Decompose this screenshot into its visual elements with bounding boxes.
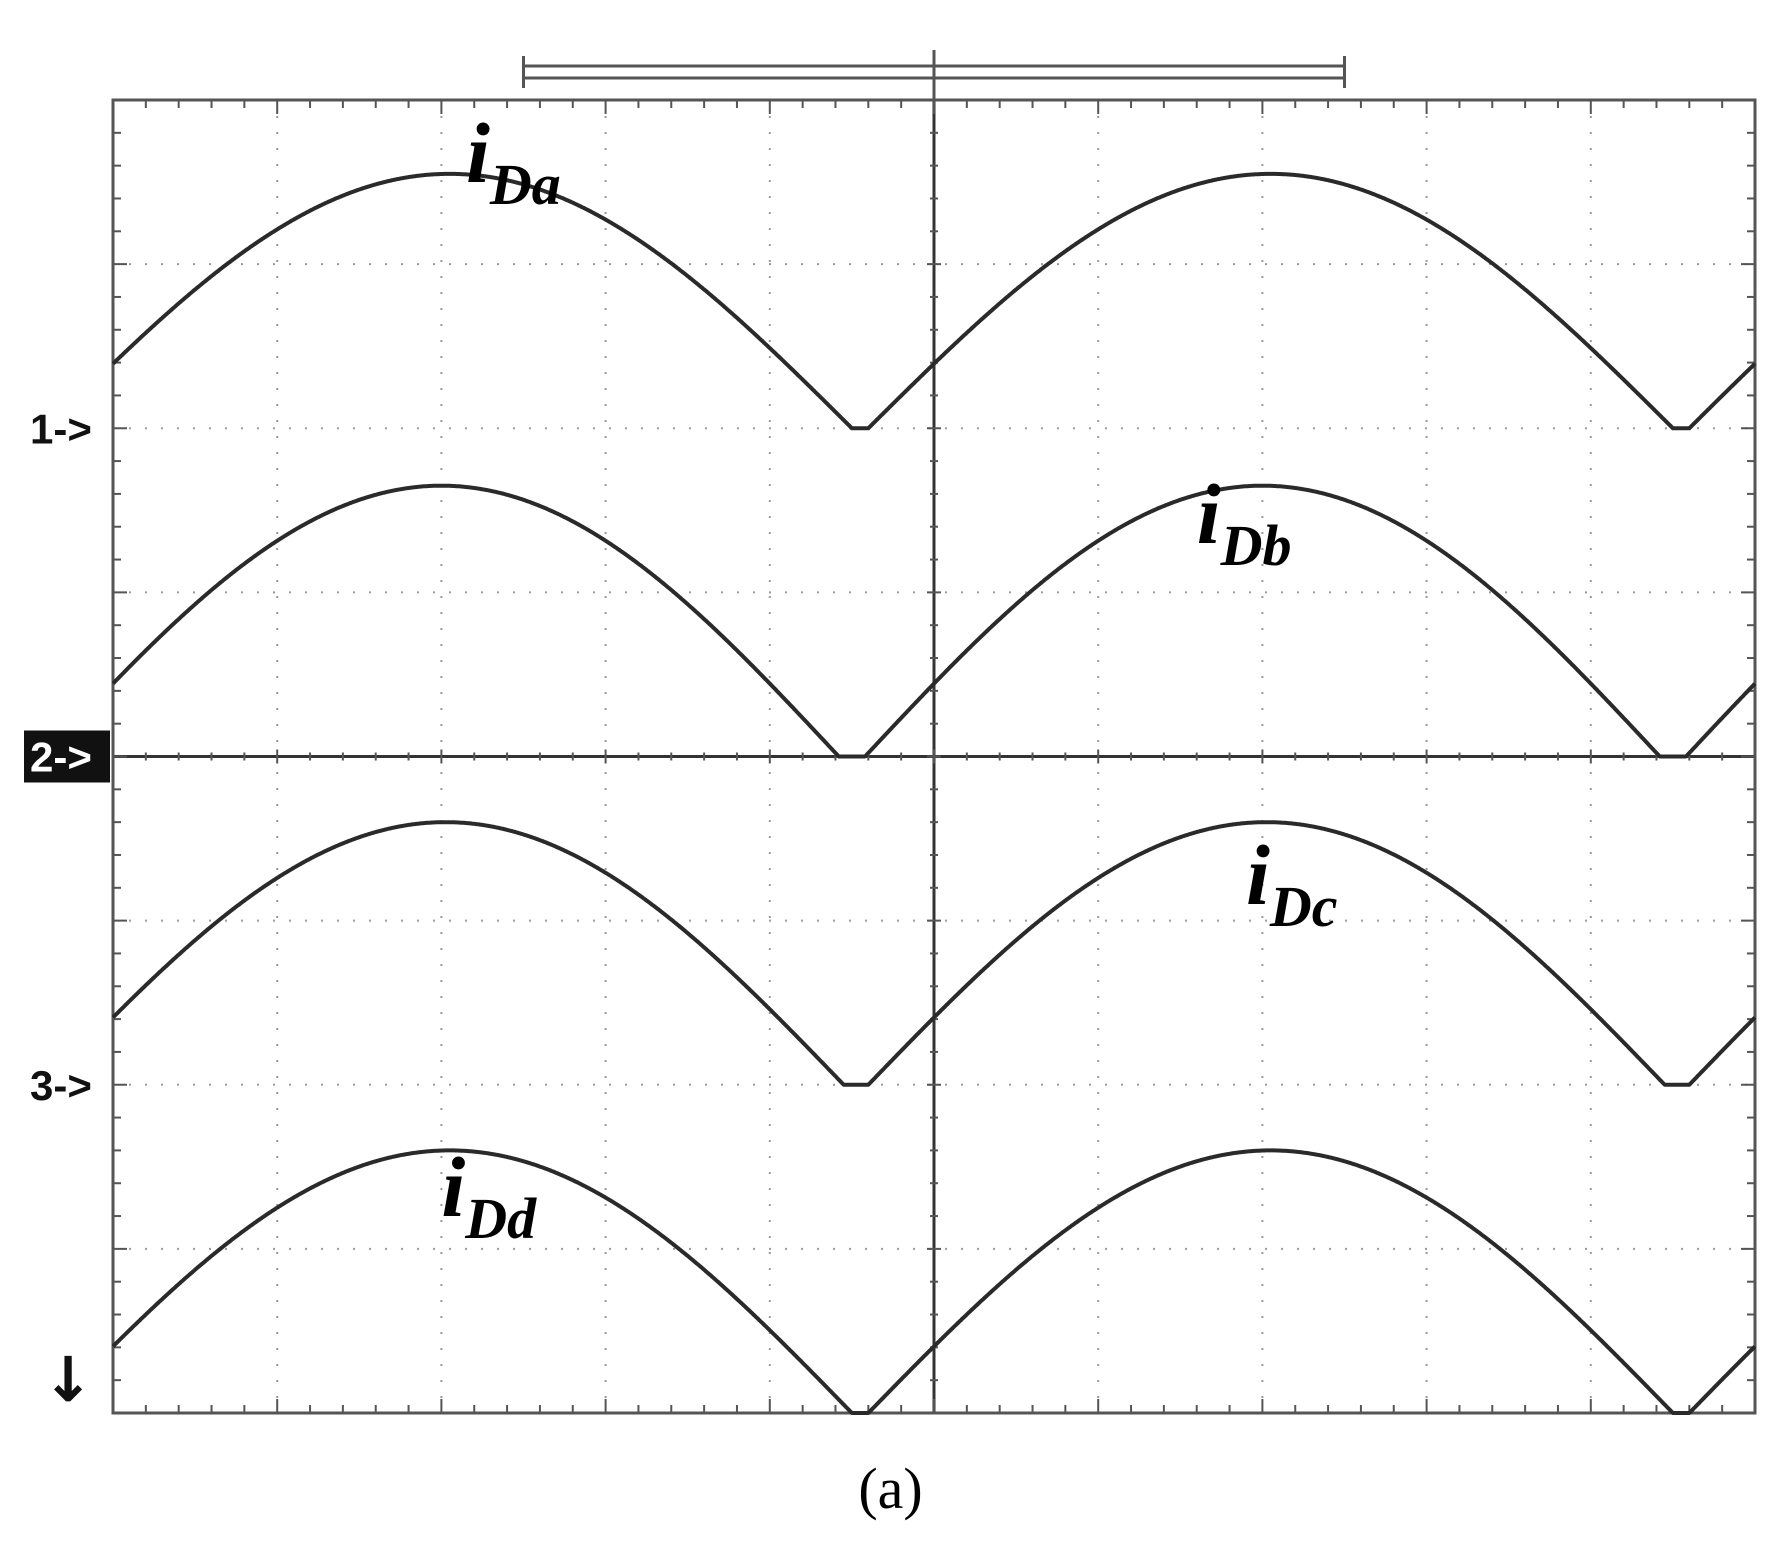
- ground-arrow-icon: ↓: [42, 1343, 94, 1416]
- trigger-bracket: [522, 50, 1346, 100]
- channel-markers: 1-> 2-> 3-> ↓: [24, 405, 110, 1416]
- channel-marker: 3->: [30, 1062, 92, 1109]
- trace-db: [111, 483, 1757, 759]
- figure-caption: (a): [858, 1456, 923, 1521]
- series-label-dc: iDc: [1246, 827, 1338, 939]
- series-label-db: iDb: [1197, 466, 1292, 578]
- trace-da: [111, 171, 1757, 431]
- series-label-da: iDa: [466, 105, 561, 217]
- svg-text:3->: 3->: [30, 1062, 92, 1109]
- svg-text:1->: 1->: [30, 405, 92, 452]
- trace-dd: [111, 1148, 1757, 1415]
- channel-marker: 1->: [30, 405, 92, 452]
- traces: [111, 171, 1757, 1415]
- svg-text:2->: 2->: [30, 734, 92, 781]
- series-labels: iDa iDb iDc iDd: [441, 105, 1337, 1251]
- series-label-dd: iDd: [441, 1139, 537, 1251]
- channel-marker: 2->: [24, 730, 110, 783]
- trace-dc: [111, 820, 1757, 1087]
